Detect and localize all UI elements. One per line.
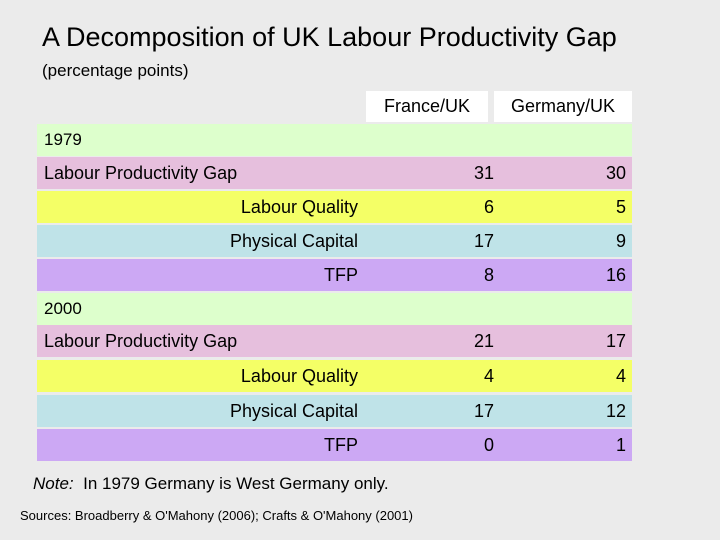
table-row-productivity-gap-2000: Labour Productivity Gap 21 17 [37,325,632,357]
france-value: 17 [473,401,494,421]
germany-value: 1 [615,435,626,455]
footnote: Note: In 1979 Germany is West Germany on… [33,474,389,494]
row-label: Labour Quality [240,366,358,386]
row-label: TFP [324,265,358,285]
table-row-physical-capital-1979: Physical Capital 17 9 [37,225,632,257]
france-value: 0 [483,435,494,455]
year-row-1979: 1979 [37,124,632,156]
year-label: 2000 [44,299,82,318]
france-value: 21 [473,331,494,351]
row-label: Labour Productivity Gap [44,331,238,351]
table-row-tfp-1979: TFP 8 16 [37,259,632,291]
table-row-labour-quality-2000: Labour Quality 4 4 [37,360,632,392]
germany-value: 4 [615,366,626,386]
germany-value: 5 [615,197,626,217]
row-label: Physical Capital [229,401,358,421]
column-header-germany-uk: Germany/UK [494,91,632,122]
france-value: 8 [483,265,494,285]
germany-value: 9 [615,231,626,251]
row-label: Labour Productivity Gap [44,163,238,183]
france-value: 17 [473,231,494,251]
table-row-labour-quality-1979: Labour Quality 6 5 [37,191,632,223]
germany-value: 30 [605,163,626,183]
page-subtitle: (percentage points) [42,61,189,80]
note-text: In 1979 Germany is West Germany only. [83,474,389,493]
table-row-tfp-2000: TFP 0 1 [37,429,632,461]
sources-line: Sources: Broadberry & O'Mahony (2006); C… [20,508,413,523]
row-label: Labour Quality [240,197,358,217]
table-row-physical-capital-2000: Physical Capital 17 12 [37,395,632,427]
year-row-2000: 2000 [37,293,632,325]
page-title: A Decomposition of UK Labour Productivit… [42,22,617,52]
year-label: 1979 [44,130,82,149]
france-value: 6 [483,197,494,217]
germany-value: 12 [605,401,626,421]
germany-value: 16 [605,265,626,285]
column-header-france-uk: France/UK [366,91,488,122]
row-label: Physical Capital [229,231,358,251]
row-label: TFP [324,435,358,455]
france-value: 31 [473,163,494,183]
table-row-productivity-gap-1979: Labour Productivity Gap 31 30 [37,157,632,189]
note-prefix: Note: [33,474,74,493]
germany-value: 17 [605,331,626,351]
france-value: 4 [483,366,494,386]
